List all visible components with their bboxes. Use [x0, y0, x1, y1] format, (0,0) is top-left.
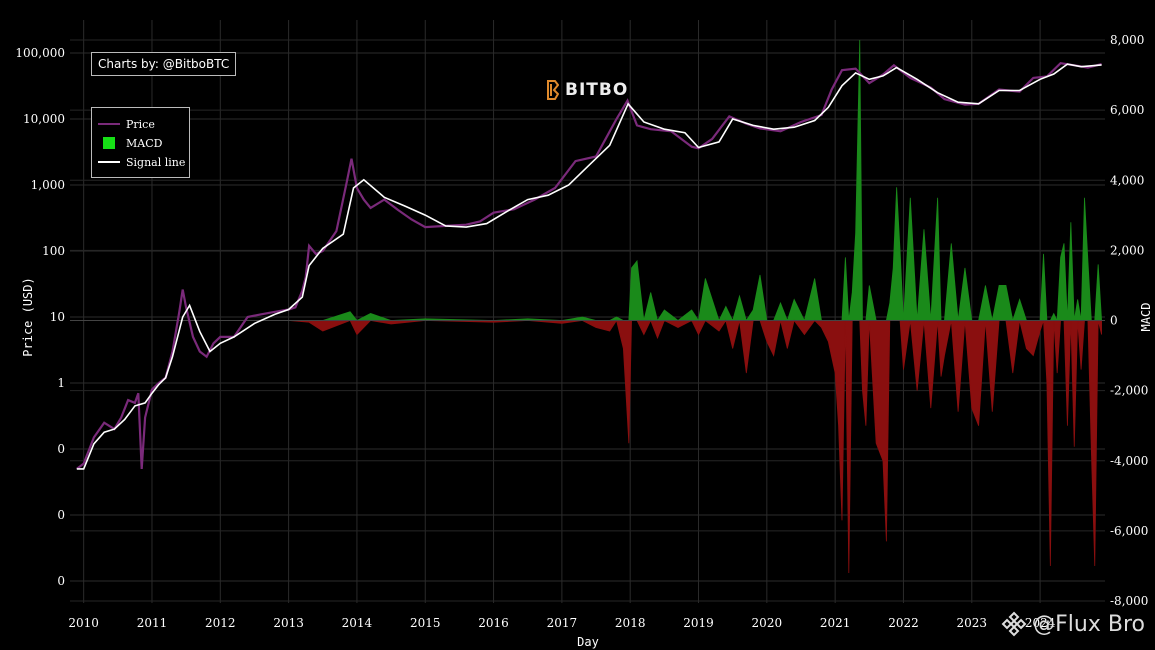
- watermark-text: @Flux Bro: [1033, 611, 1145, 637]
- legend[interactable]: Price MACD Signal line: [91, 107, 190, 178]
- bitbo-logo-text: BITBO: [565, 80, 629, 100]
- legend-swatch-price: [98, 123, 120, 125]
- legend-swatch-macd: [103, 137, 115, 149]
- y-tick-label: 10,000: [23, 112, 65, 126]
- y-tick-label: 0: [57, 574, 65, 588]
- y-tick-label: 1: [57, 376, 65, 390]
- x-tick-label: 2021: [820, 616, 851, 630]
- y2-tick-label: 2,000: [1110, 243, 1144, 257]
- y-tick-label: 0: [57, 508, 65, 522]
- y2-tick-label: 6,000: [1110, 103, 1144, 117]
- x-tick-label: 2019: [683, 616, 714, 630]
- y2-tick-label: -2,000: [1110, 384, 1148, 398]
- y2-tick-label: -8,000: [1110, 594, 1148, 608]
- legend-label-macd: MACD: [126, 136, 163, 150]
- y2-tick-label: -6,000: [1110, 524, 1148, 538]
- x-tick-label: 2017: [547, 616, 578, 630]
- legend-label-signal: Signal line: [126, 155, 186, 169]
- y-tick-label: 0: [57, 442, 65, 456]
- macd-negative-area: [83, 319, 1102, 573]
- legend-item-signal[interactable]: Signal line: [92, 153, 189, 171]
- legend-label-price: Price: [126, 117, 155, 131]
- price-lines: [76, 62, 1102, 470]
- x-tick-label: 2010: [68, 616, 99, 630]
- legend-item-price[interactable]: Price: [92, 115, 189, 133]
- x-tick-label: 2024: [1025, 616, 1056, 630]
- bitbo-logo-icon: [547, 80, 559, 100]
- legend-item-macd[interactable]: MACD: [92, 134, 189, 152]
- y-tick-label: 10: [50, 310, 65, 324]
- y2-tick-label: -4,000: [1110, 454, 1148, 468]
- flux-bro-watermark: @Flux Bro: [1001, 611, 1145, 637]
- x-tick-label: 2014: [342, 616, 373, 630]
- y2-tick-label: 8,000: [1110, 33, 1144, 47]
- x-tick-label: 2018: [615, 616, 646, 630]
- legend-swatch-signal: [98, 161, 120, 163]
- x-tick-label: 2015: [410, 616, 441, 630]
- y-tick-label: 1,000: [31, 178, 65, 192]
- x-tick-label: 2016: [478, 616, 509, 630]
- x-tick-label: 2020: [752, 616, 783, 630]
- y2-axis-title: MACD: [1139, 303, 1153, 332]
- price-line: [76, 62, 1102, 470]
- x-tick-label: 2013: [273, 616, 304, 630]
- x-tick-label: 2012: [205, 616, 236, 630]
- y2-tick-label: 4,000: [1110, 173, 1144, 187]
- binance-diamond-icon: [1001, 611, 1027, 637]
- y-axis-title: Price (USD): [21, 277, 35, 356]
- x-axis-title: Day: [577, 635, 599, 649]
- credit-box: Charts by: @BitboBTC: [91, 52, 237, 76]
- y-tick-label: 100: [42, 244, 65, 258]
- x-tick-label: 2023: [957, 616, 988, 630]
- macd-histogram: [70, 39, 1105, 573]
- y-tick-label: 100,000: [15, 46, 65, 60]
- y2-tick-label: 0: [1110, 314, 1118, 328]
- x-tick-label: 2011: [137, 616, 168, 630]
- bitbo-logo: BITBO: [545, 80, 628, 100]
- axes: 2010 2011 2012 2013 2014 2015 2016 2017 2018 2019…: [15, 33, 1148, 630]
- x-tick-label: 2022: [888, 616, 919, 630]
- signal-line: [76, 63, 1102, 470]
